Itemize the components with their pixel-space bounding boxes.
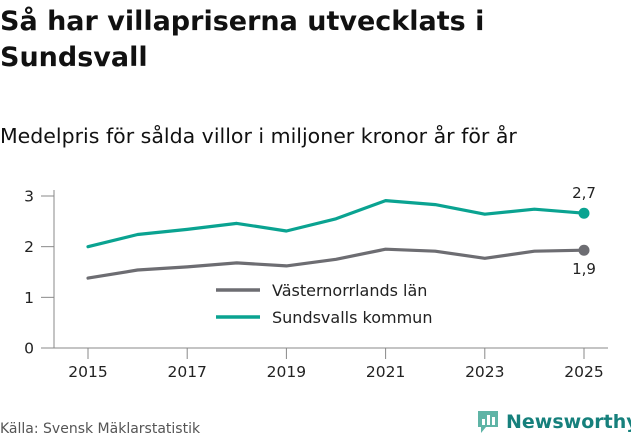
x-tick-label: 2019 [267, 363, 306, 381]
brand-name: Newsworthy [506, 411, 631, 433]
x-tick-label: 2025 [564, 363, 603, 381]
y-axis: 0 1 2 3 [24, 188, 55, 358]
chart-title: Så har villapriserna utvecklats i Sundsv… [0, 6, 485, 73]
source-note: Källa: Svensk Mäklarstatistik [0, 421, 201, 437]
x-tick-label: 2021 [366, 363, 405, 381]
chart-subtitle: Medelpris för sålda villor i miljoner kr… [0, 124, 517, 148]
x-axis: 2015 2017 2019 2021 2023 2025 [54, 347, 608, 381]
legend-label: Sundsvalls kommun [272, 308, 432, 327]
y-tick-label: 3 [24, 188, 34, 206]
legend: Västernorrlands län Sundsvalls kommun [216, 281, 432, 327]
end-point-marker [578, 207, 590, 219]
y-tick-label: 2 [24, 238, 34, 256]
x-tick-label: 2017 [167, 363, 206, 381]
end-value-label: 1,9 [572, 260, 596, 278]
legend-label: Västernorrlands län [272, 281, 427, 300]
y-tick-label: 1 [24, 289, 34, 307]
series-line-sundsvalls-kommun [86, 199, 586, 249]
y-tick-label: 0 [24, 340, 34, 358]
series-line-västernorrlands-län [86, 247, 586, 280]
end-point-marker [578, 244, 590, 256]
end-value-label: 2,7 [572, 184, 596, 202]
brand-logo[interactable]: Newsworthy [476, 409, 631, 435]
series-group: 1,9 2,7 [86, 184, 596, 280]
x-tick-label: 2015 [68, 363, 107, 381]
bar-chart-bubble-icon [478, 411, 498, 433]
x-tick-label: 2023 [465, 363, 504, 381]
line-chart: 0 1 2 3 2015 2017 2019 2021 2023 2025 1,9 2,7 Väs… [24, 184, 608, 381]
